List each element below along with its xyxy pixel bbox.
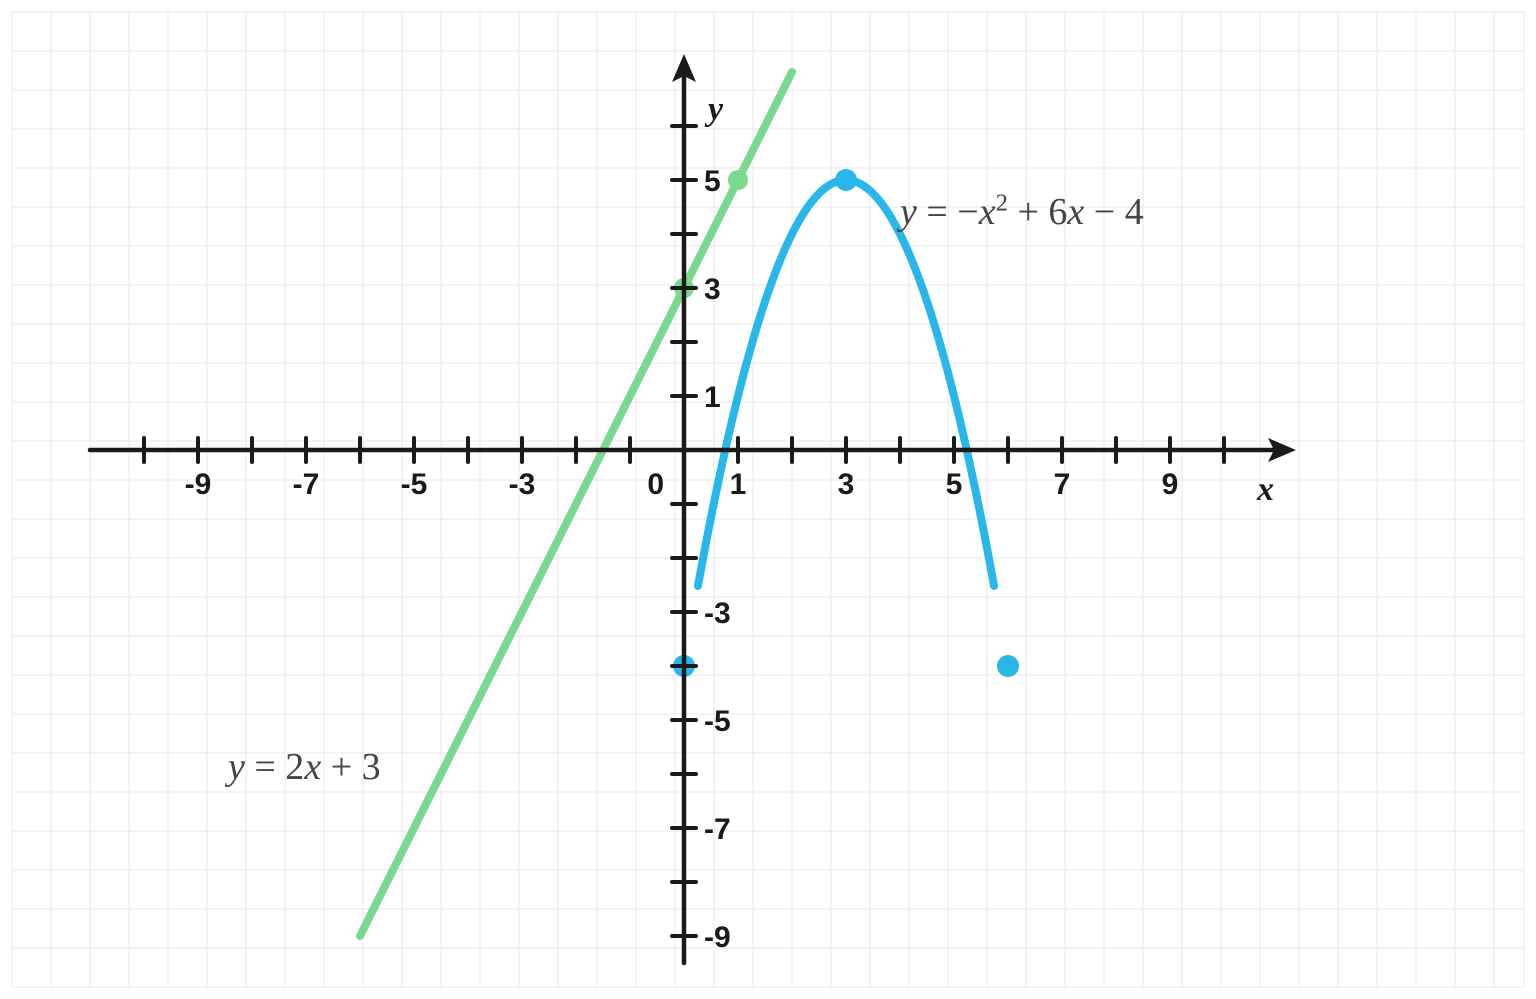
line-equation-label: y = 2x + 3	[228, 745, 381, 789]
svg-text:-5: -5	[704, 705, 731, 738]
svg-text:-3: -3	[704, 597, 731, 630]
svg-text:-5: -5	[401, 468, 428, 501]
chart-svg: -9 -7 -5 -3 1 3 5 7 9 -9 -7 -5 -3 1 3 5 0 x y	[0, 0, 1536, 999]
origin-label: 0	[647, 468, 664, 501]
svg-text:7: 7	[1054, 468, 1071, 501]
x-axis-label: x	[1256, 471, 1274, 508]
svg-text:9: 9	[1162, 468, 1179, 501]
svg-text:-7: -7	[293, 468, 320, 501]
svg-text:-7: -7	[704, 813, 731, 846]
parabola-equation-label: y = −x2 + 6x − 4	[900, 190, 1144, 234]
svg-text:1: 1	[704, 381, 721, 414]
chart-container: -9 -7 -5 -3 1 3 5 7 9 -9 -7 -5 -3 1 3 5 0 x y y = 2x + 3 y…	[0, 0, 1536, 999]
svg-text:-3: -3	[509, 468, 536, 501]
y-axis-label: y	[704, 91, 724, 128]
svg-text:1: 1	[730, 468, 747, 501]
line-series	[360, 72, 792, 936]
svg-text:-9: -9	[185, 468, 212, 501]
parabola-series	[698, 180, 994, 586]
svg-text:5: 5	[946, 468, 963, 501]
svg-text:5: 5	[704, 165, 721, 198]
svg-text:3: 3	[704, 273, 721, 306]
background-grid	[12, 12, 1524, 987]
svg-text:-9: -9	[704, 921, 731, 954]
line-marker	[728, 170, 748, 190]
svg-text:3: 3	[838, 468, 855, 501]
parabola-marker	[997, 655, 1019, 677]
parabola-marker	[835, 169, 857, 191]
